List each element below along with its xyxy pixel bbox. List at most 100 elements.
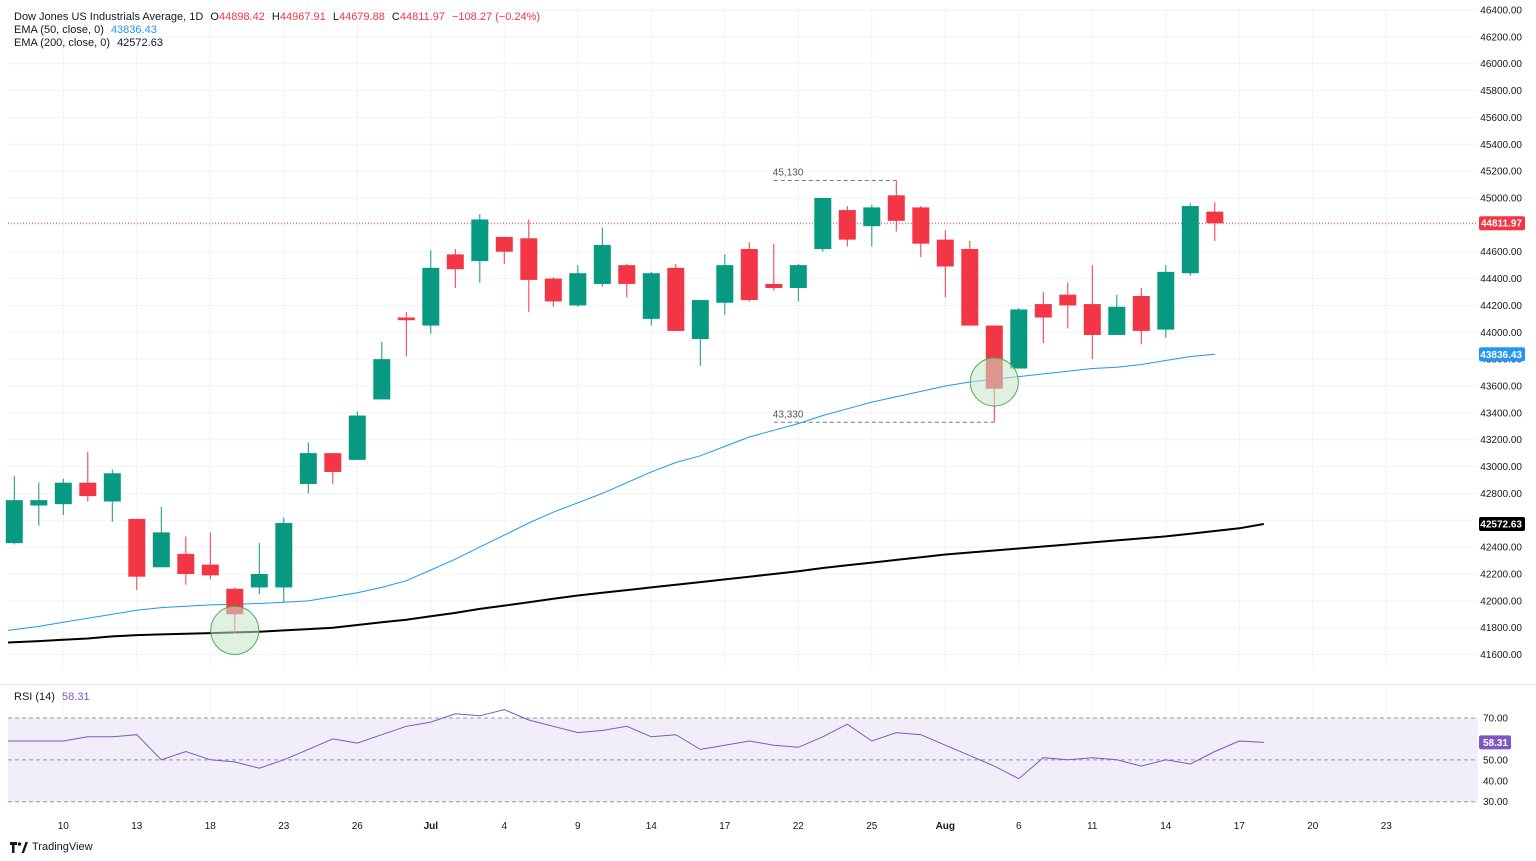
ema200-label: EMA (200, close, 0) xyxy=(14,37,110,49)
x-tick-label: 18 xyxy=(205,821,217,832)
candle-body xyxy=(79,482,97,497)
y-tick-label: 43400.00 xyxy=(1480,408,1522,419)
ema50-line xyxy=(7,353,1215,631)
tradingview-logo[interactable]: TradingView xyxy=(10,841,93,853)
y-tick-label: 44000.00 xyxy=(1480,328,1522,339)
candle-body xyxy=(446,254,464,270)
x-tick-label: 13 xyxy=(131,821,143,832)
y-tick-label: 45800.00 xyxy=(1480,86,1522,97)
candle-body xyxy=(814,198,832,250)
ohlc-l-key: L xyxy=(332,11,339,23)
rsi-y-tick-label: 30.00 xyxy=(1483,797,1508,808)
main-legend: Dow Jones US Industrials Average, 1D O 44… xyxy=(14,11,544,24)
y-tick-label: 46000.00 xyxy=(1480,59,1522,70)
last-price-badge-bg xyxy=(1479,216,1525,231)
candle-body xyxy=(863,207,881,227)
candle-body xyxy=(1108,306,1126,335)
candle-body xyxy=(1157,271,1175,330)
candle-body xyxy=(54,482,72,505)
ohlc-c-key: C xyxy=(391,11,400,23)
rsi-y-tick-label: 70.00 xyxy=(1483,713,1508,724)
candle-body xyxy=(544,278,562,302)
candle-body xyxy=(30,500,48,506)
candle-body xyxy=(740,249,758,301)
x-tick-label: 23 xyxy=(1381,821,1393,832)
x-tick-label: 14 xyxy=(646,821,658,832)
y-tick-label: 45200.00 xyxy=(1480,167,1522,178)
y-tick-label: 43600.00 xyxy=(1480,382,1522,393)
ema50-badge-bg xyxy=(1479,347,1525,362)
ohlc-h-key: H xyxy=(271,11,280,23)
level-label: 45,130 xyxy=(773,168,804,179)
rsi-legend: RSI (14) 58.31 xyxy=(14,691,94,704)
y-tick-label: 45000.00 xyxy=(1480,194,1522,205)
brand-name: TradingView xyxy=(32,841,93,853)
y-tick-label: 43200.00 xyxy=(1480,435,1522,446)
y-tick-label: 46400.00 xyxy=(1480,6,1522,17)
x-tick-label: 11 xyxy=(1087,821,1098,832)
last-price-badge: 44811.97 xyxy=(1481,219,1523,230)
y-tick-label: 41600.00 xyxy=(1480,650,1522,661)
candle-body xyxy=(667,267,685,331)
x-tick-label: 6 xyxy=(1016,821,1022,832)
candle-body xyxy=(520,238,538,280)
candle-body xyxy=(1181,206,1199,274)
candle-body xyxy=(936,239,954,267)
ema50-label: EMA (50, close, 0) xyxy=(14,24,104,36)
candle-body xyxy=(765,283,783,288)
candle-body xyxy=(397,317,415,321)
rsi-badge-bg xyxy=(1479,735,1511,750)
rsi-label: RSI (14) xyxy=(14,691,55,703)
ohlc-l-value: 44679.88 xyxy=(338,11,385,23)
candle-body xyxy=(471,219,489,262)
rsi-y-tick-label: 40.00 xyxy=(1483,776,1508,787)
x-tick-label: 17 xyxy=(719,821,731,832)
candle-body xyxy=(495,236,513,252)
change-value: −108.27 (−0.24%) xyxy=(452,11,541,23)
rsi-y-tick-label: 50.00 xyxy=(1483,755,1508,766)
candle-body xyxy=(887,195,905,221)
highlight-circle xyxy=(969,357,1019,407)
tradingview-icon xyxy=(10,841,28,853)
candle-body xyxy=(422,267,440,326)
y-tick-label: 45600.00 xyxy=(1480,113,1522,124)
candle-body xyxy=(838,210,856,240)
y-tick-label: 45400.00 xyxy=(1480,140,1522,151)
y-tick-label: 42200.00 xyxy=(1480,570,1522,581)
candle-body xyxy=(912,207,930,244)
x-tick-label: 23 xyxy=(278,821,290,832)
candle-body xyxy=(1034,304,1052,318)
candle-body xyxy=(250,574,268,588)
candle-body xyxy=(642,273,660,319)
candle-body xyxy=(152,532,170,568)
x-tick-label: 17 xyxy=(1234,821,1246,832)
candle-body xyxy=(201,564,219,576)
candle-body xyxy=(103,473,121,502)
ema200-line xyxy=(7,523,1264,644)
y-tick-label: 46200.00 xyxy=(1480,32,1522,43)
candle-body xyxy=(593,245,611,284)
ema200-value: 42572.63 xyxy=(117,37,163,49)
ohlc-o-key: O xyxy=(210,11,219,23)
ema50-value: 43836.43 xyxy=(110,24,157,36)
candle-body xyxy=(1132,296,1150,331)
candle-body xyxy=(618,265,636,284)
x-tick-label: 10 xyxy=(58,821,70,832)
ema50-legend: EMA (50, close, 0) 43836.43 xyxy=(14,24,161,37)
x-tick-label: 9 xyxy=(575,821,581,832)
ohlc-c-value: 44811.97 xyxy=(399,11,445,23)
x-tick-label: 25 xyxy=(866,821,878,832)
candle-body xyxy=(299,453,317,485)
y-tick-label: 44600.00 xyxy=(1480,247,1522,258)
rsi-badge: 58.31 xyxy=(1483,738,1508,749)
y-tick-label: 44200.00 xyxy=(1480,301,1522,312)
symbol-title: Dow Jones US Industrials Average, 1D xyxy=(14,11,204,23)
y-tick-label: 42800.00 xyxy=(1480,489,1522,500)
candle-body xyxy=(5,500,23,544)
candle-body xyxy=(177,553,195,574)
ohlc-h-value: 44967.91 xyxy=(279,11,326,23)
level-label: 43,330 xyxy=(773,409,804,420)
ema50-badge: 43836.43 xyxy=(1480,350,1522,361)
y-tick-label: 44400.00 xyxy=(1480,274,1522,285)
